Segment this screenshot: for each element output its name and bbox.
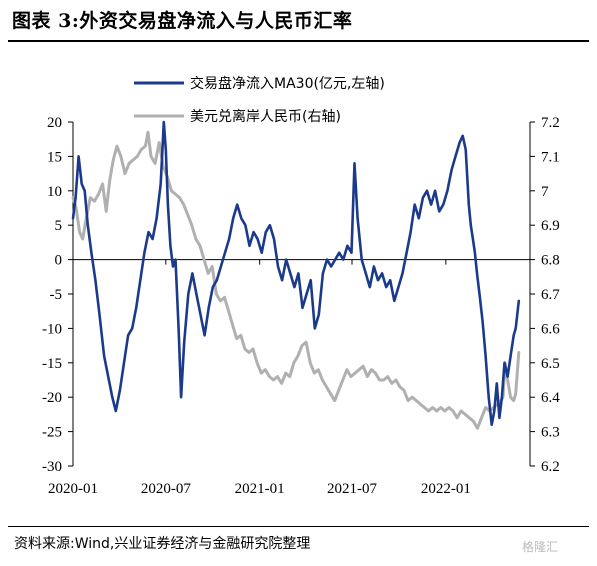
axes: 20 15 10 5 0 -5 -10 -15 -20 -25 -30 7.2 7.1 7 6.9 6.8 6.… [42,115,560,497]
y-left-tick-label: -25 [42,425,62,441]
y-right-tick-label: 7.1 [541,149,560,165]
x-tick-label: 2020-01 [48,481,98,497]
y-right-tick-label: 6.2 [541,459,560,475]
y-left-tick-label: 5 [55,218,63,234]
source-note: 资料来源:Wind,兴业证券经济与金融研究院整理 [14,536,311,552]
legend-label-fx: 美元兑离岸人民币(右轴) [190,108,341,125]
series-line-flow [71,120,521,427]
x-tick-label: 2020-07 [141,481,191,497]
title-rule [8,40,589,42]
x-tick-label: 2021-01 [235,481,285,497]
y-left-tick-label: -20 [42,390,62,406]
y-left-tick-label: 10 [47,184,62,200]
y-right-tick-label: 6.9 [541,218,560,234]
y-left-tick-label: -5 [50,287,63,303]
y-left-tick-label: -30 [42,459,62,475]
legend-label-flow: 交易盘净流入MA30(亿元,左轴) [190,75,385,92]
chart: 交易盘净流入MA30(亿元,左轴) 美元兑离岸人民币(右轴) 20 15 10 5 0 -… [42,75,560,497]
y-left-tick-label: 0 [55,253,63,269]
y-right-tick-label: 6.5 [541,356,560,372]
y-left-tick-label: 20 [47,115,62,131]
watermark: 格隆汇 [522,540,559,554]
x-tick-label: 2021-07 [327,481,377,497]
series-layer [71,120,521,430]
x-tick-label: 2022-01 [421,481,471,497]
y-right-tick-label: 6.3 [541,425,560,441]
source-rule [8,526,589,527]
y-left-tick-label: -15 [42,356,62,372]
figure-title: 图表 3:外资交易盘净流入与人民币汇率 [12,10,353,32]
y-left-tick-label: 15 [47,149,62,165]
series-line-fx [71,130,521,430]
y-right-tick-label: 6.4 [541,390,560,406]
y-right-tick-label: 7.2 [541,115,560,131]
y-left-tick-label: -10 [42,321,62,337]
y-right-tick-label: 7 [541,184,549,200]
y-right-tick-label: 6.6 [541,321,560,337]
legend: 交易盘净流入MA30(亿元,左轴) 美元兑离岸人民币(右轴) [134,75,385,125]
y-right-tick-label: 6.7 [541,287,560,303]
y-right-tick-label: 6.8 [541,253,560,269]
